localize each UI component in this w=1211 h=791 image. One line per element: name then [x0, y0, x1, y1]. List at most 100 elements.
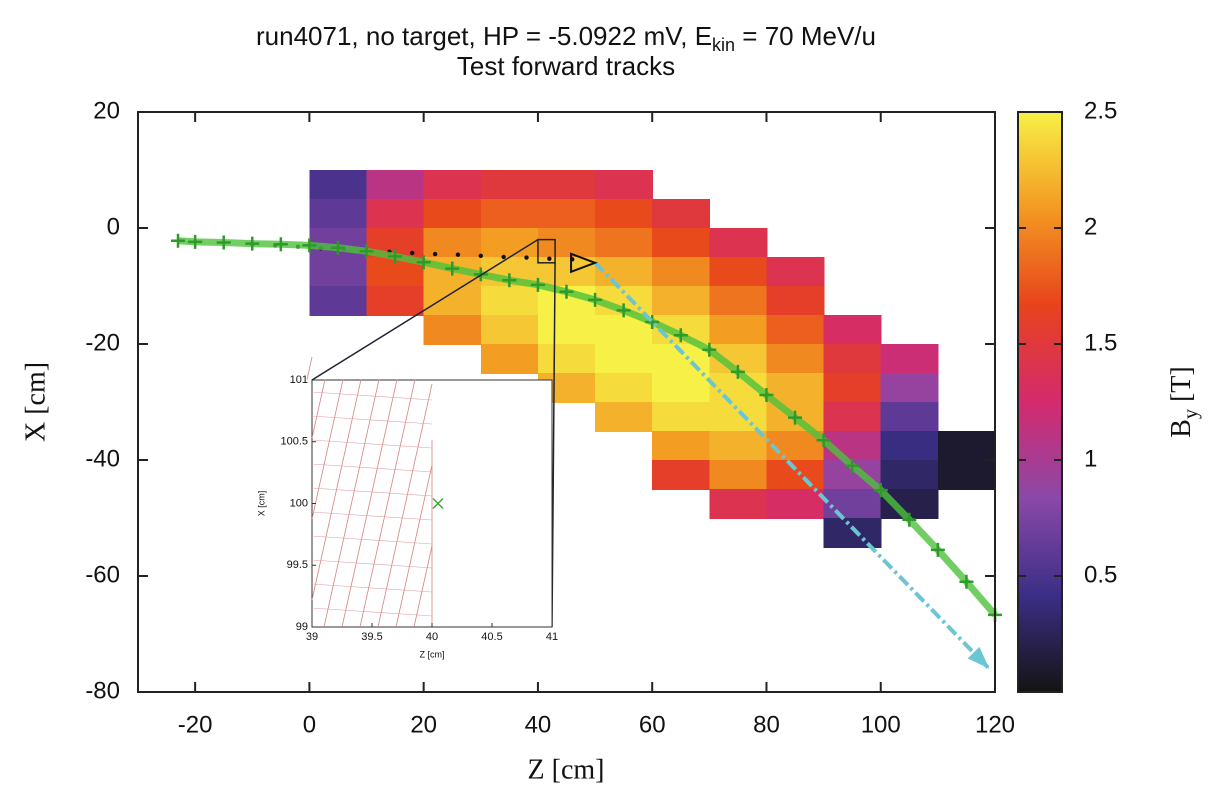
- field-cell: [537, 170, 596, 200]
- hit: [524, 255, 529, 260]
- inset-wire: [377, 383, 433, 628]
- track-point: [330, 240, 345, 255]
- field-cell: [709, 257, 768, 287]
- inset-wire: [311, 607, 433, 617]
- field-cell: [480, 315, 539, 345]
- field-cell: [595, 170, 653, 200]
- field-cell: [537, 315, 596, 345]
- field-cell: [423, 228, 482, 258]
- inset-y-tick-label: 100: [290, 497, 308, 509]
- track-point: [645, 314, 660, 329]
- arrow-start: [570, 252, 598, 274]
- x-tick-label: 40: [525, 711, 552, 738]
- field-cell: [537, 228, 596, 258]
- field-cell: [366, 199, 425, 229]
- overlay: 39 39.5 40 40.5 41 99 99.5 100 100.5 101 Z [cm] X […: [170, 233, 1002, 671]
- field-cell: [709, 286, 768, 316]
- field-cell: [766, 489, 825, 519]
- field-cell: [766, 373, 825, 403]
- inset-x-tick-label: 40: [426, 631, 438, 643]
- field-cell: [937, 431, 996, 461]
- track-point: [445, 261, 460, 276]
- inset-x-tick-label: 40.5: [481, 631, 502, 643]
- y-tick-label: -20: [85, 329, 120, 356]
- track-point: [588, 292, 603, 307]
- x-tick-label: 20: [410, 711, 437, 738]
- colorbar-tick-label: 2.5: [1084, 97, 1117, 124]
- y-tick-label: 20: [93, 97, 120, 124]
- chart-subtitle: Test forward tracks: [457, 51, 675, 81]
- track-point: [216, 235, 231, 250]
- inset-y-tick-label: 101: [290, 374, 308, 386]
- field-cell: [366, 170, 425, 200]
- inset-wire: [413, 545, 433, 628]
- inset-wire: [311, 379, 344, 520]
- field-cell: [595, 344, 653, 374]
- y-tick-label: -80: [85, 677, 120, 704]
- zoom-connector: [551, 262, 556, 628]
- track-point: [170, 233, 185, 248]
- field-cell: [480, 344, 539, 374]
- title-subscript: kin: [712, 35, 735, 55]
- title-text: = 70 MeV/u: [735, 21, 876, 51]
- track-point: [245, 236, 260, 251]
- zoom-box: [537, 238, 556, 264]
- hit: [432, 251, 438, 257]
- field-cell: [709, 228, 768, 258]
- x-tick-label: -20: [178, 711, 213, 738]
- field-cell: [595, 257, 653, 287]
- inset-wire: [311, 439, 433, 449]
- track-point: [416, 255, 431, 270]
- title-text: run4071, no target, HP = -5.0922 mV, E: [256, 21, 712, 51]
- field-cell: [709, 402, 768, 432]
- field-cell: [823, 373, 882, 403]
- colorbar-label-text: B: [1166, 419, 1197, 438]
- field-cell: [880, 460, 939, 490]
- field-cell: [880, 344, 939, 374]
- inset-wire: [311, 487, 433, 497]
- field-cell: [480, 199, 539, 229]
- arrow-head: [967, 646, 990, 669]
- track-point: [788, 410, 803, 425]
- x-tick-label: 100: [861, 711, 901, 738]
- inset-wire: [311, 511, 433, 521]
- hit: [478, 253, 483, 259]
- x-tick-label: 80: [753, 711, 780, 738]
- inset-wire: [341, 379, 398, 628]
- inset-wire: [311, 463, 433, 473]
- x-tick-label: 0: [303, 711, 316, 738]
- inset-x-tick-label: 39: [306, 631, 318, 643]
- inset-point: [432, 497, 444, 510]
- field-cell: [652, 199, 711, 229]
- field-cell: [709, 489, 768, 519]
- inset-y-tick-label: 99: [296, 621, 308, 633]
- inset-y-tick-label: 99.5: [287, 559, 308, 571]
- field-cell: [766, 460, 825, 490]
- inset-x-tick-label: 39.5: [361, 631, 382, 643]
- field-cell: [766, 315, 825, 345]
- chart-title: run4071, no target, HP = -5.0922 mV, Eki…: [256, 21, 876, 55]
- field-cell: [480, 228, 539, 258]
- y-tick-label: -40: [85, 445, 120, 472]
- field-cell: [309, 257, 368, 287]
- track-point: [302, 238, 317, 253]
- inset-x-label: Z [cm]: [420, 649, 445, 659]
- field-cell: [652, 257, 711, 287]
- colorbar-label: By [T]: [1166, 366, 1201, 437]
- field-cell: [652, 373, 711, 403]
- field-cell: [595, 373, 653, 403]
- field-cell: [880, 373, 939, 403]
- inset-wire: [311, 559, 433, 569]
- y-axis-label: X [cm]: [20, 362, 51, 442]
- hit: [410, 250, 415, 256]
- field-cell: [709, 315, 768, 345]
- colorbar-tick-label: 0.5: [1084, 561, 1117, 588]
- field-cell: [309, 286, 368, 316]
- track-point: [188, 234, 203, 249]
- field-cell: [480, 170, 539, 200]
- hit: [455, 252, 461, 257]
- colorbar-tick-label: 1.5: [1084, 329, 1117, 356]
- field-cell: [480, 286, 539, 316]
- x-tick-label: 120: [975, 711, 1015, 738]
